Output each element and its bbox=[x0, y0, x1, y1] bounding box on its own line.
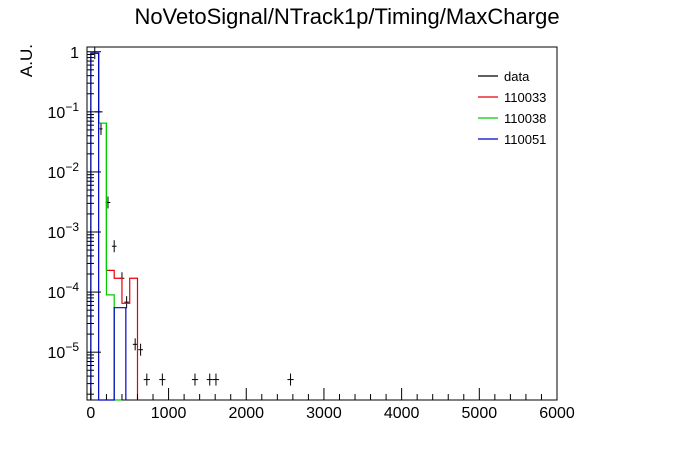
y-tick-label: 1 bbox=[70, 45, 79, 62]
series-layer bbox=[90, 47, 294, 401]
x-tick-label: 5000 bbox=[462, 405, 498, 422]
legend: data 110033 110038 110051 bbox=[478, 69, 546, 147]
y-tick-label: 10−2 bbox=[48, 160, 80, 182]
series-110038-histogram bbox=[90, 52, 122, 401]
series-data-points bbox=[90, 47, 294, 386]
x-tick-label: 1000 bbox=[151, 405, 187, 422]
x-tick-label: 4000 bbox=[384, 405, 420, 422]
plot-frame bbox=[86, 46, 558, 401]
series-110051-histogram bbox=[90, 52, 127, 401]
legend-label-110051: 110051 bbox=[504, 132, 546, 147]
x-tick-label: 6000 bbox=[539, 405, 575, 422]
legend-label-data: data bbox=[504, 69, 530, 84]
chart-title: NoVetoSignal/NTrack1p/Timing/MaxCharge bbox=[134, 4, 559, 29]
y-tick-label: 10−3 bbox=[48, 220, 80, 242]
y-axis-label: A.U. bbox=[17, 44, 36, 77]
x-tick-label: 0 bbox=[86, 405, 95, 422]
x-tick-label: 2000 bbox=[228, 405, 264, 422]
y-tick-label: 10−1 bbox=[48, 100, 80, 122]
x-tick-label: 3000 bbox=[306, 405, 342, 422]
y-tick-label: 10−5 bbox=[48, 340, 80, 362]
legend-label-110033: 110033 bbox=[504, 90, 546, 105]
y-tick-label: 10−4 bbox=[48, 280, 80, 302]
axis-layer: 0 1000 2000 3000 4000 5000 6000 1 10−1 10−2 10−3 10… bbox=[48, 45, 575, 422]
legend-label-110038: 110038 bbox=[504, 111, 546, 126]
